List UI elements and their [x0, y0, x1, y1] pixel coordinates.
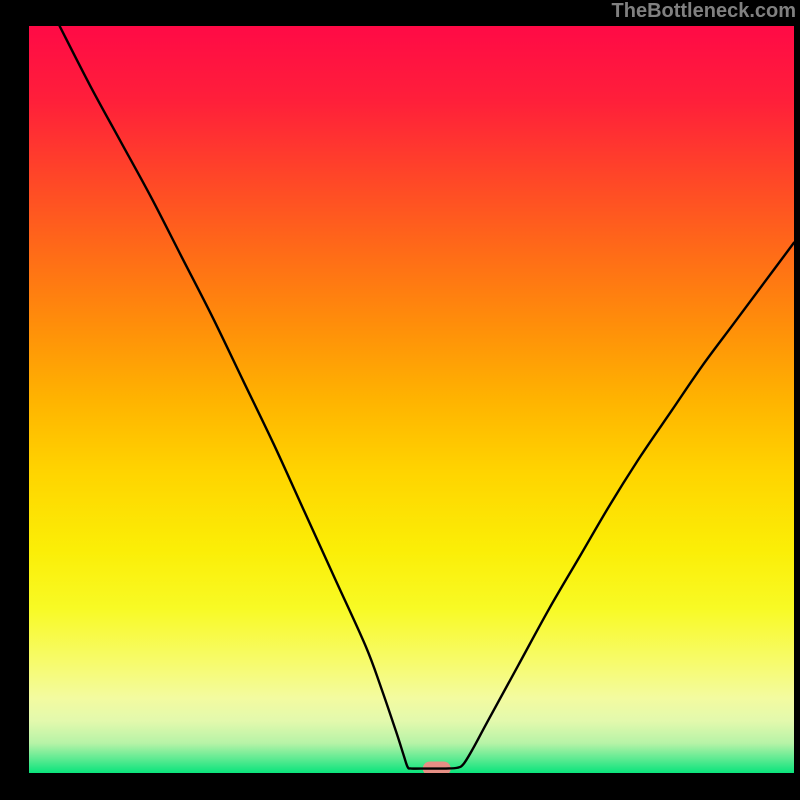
- bottleneck-chart: TheBottleneck.com: [0, 0, 800, 800]
- watermark-text: TheBottleneck.com: [612, 0, 796, 23]
- chart-svg: [0, 0, 800, 800]
